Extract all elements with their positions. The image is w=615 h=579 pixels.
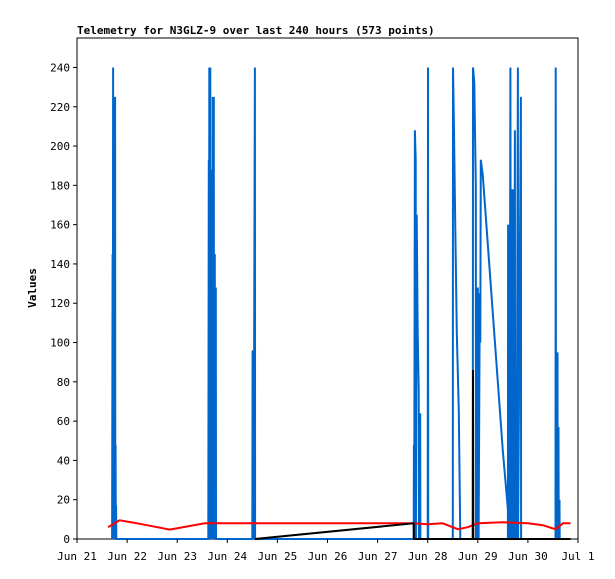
x-tick-label: Jul 1	[561, 550, 594, 563]
y-tick-label: 20	[57, 494, 70, 507]
y-tick-label: 120	[50, 297, 70, 310]
x-tick-label: Jun 22	[107, 550, 147, 563]
series-line-0	[111, 67, 561, 540]
y-tick-label: 220	[50, 101, 70, 114]
y-tick-label: 180	[50, 179, 70, 192]
x-tick-label: Jun 29	[458, 550, 498, 563]
y-tick-label: 200	[50, 140, 70, 153]
x-tick-label: Jun 24	[207, 550, 247, 563]
x-axis: Jun 21 Jun 22 Jun 23 Jun 24 Jun 25 Jun 26 Jun …	[57, 539, 595, 563]
x-tick-label: Jun 23	[157, 550, 197, 563]
series-line-2	[254, 369, 571, 540]
y-tick-label: 160	[50, 219, 70, 232]
chart-title: Telemetry for N3GLZ-9 over last 240 hour…	[77, 24, 435, 37]
series-layer	[107, 67, 571, 540]
x-tick-label: Jun 28	[408, 550, 448, 563]
x-tick-label: Jun 27	[358, 550, 398, 563]
plot-area	[76, 37, 579, 540]
y-tick-label: 140	[50, 258, 70, 271]
y-tick-label: 40	[57, 454, 70, 467]
y-tick-label: 240	[50, 61, 70, 74]
x-tick-label: Jun 21	[57, 550, 97, 563]
y-tick-label: 100	[50, 337, 70, 350]
y-tick-label: 60	[57, 415, 70, 428]
x-tick-label: Jun 30	[508, 550, 548, 563]
y-axis-label: Values	[26, 268, 39, 308]
y-tick-label: 0	[63, 533, 70, 546]
x-tick-label: Jun 25	[258, 550, 298, 563]
y-tick-label: 80	[57, 376, 70, 389]
y-axis: 0 20 40 60 80 100 120 140 160 180 200 220 240	[50, 61, 77, 546]
x-tick-label: Jun 26	[308, 550, 348, 563]
